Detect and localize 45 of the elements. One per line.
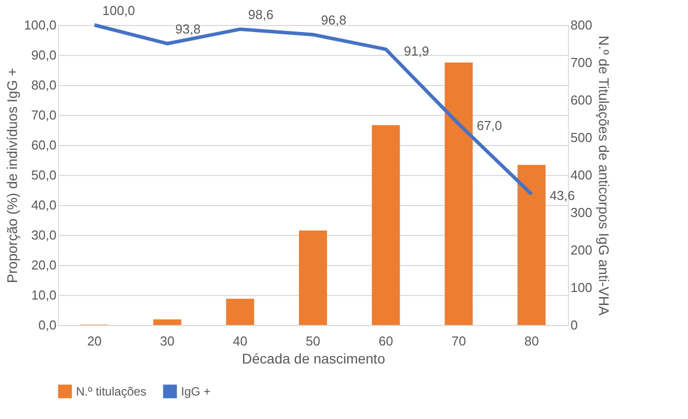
data-label: 91,9 <box>404 43 430 58</box>
y-tick-label: 20,0 <box>31 258 56 272</box>
y2-axis-title: N.º de Titulações de anticorpos IgG anti-VHA <box>596 36 612 316</box>
y-tick-label: 80,0 <box>31 78 56 92</box>
data-label: 67,0 <box>476 118 502 133</box>
x-tick-label: 30 <box>160 334 175 348</box>
x-axis-title: Década de nascimento <box>242 350 386 366</box>
bar <box>299 230 327 325</box>
x-tick-label: 80 <box>524 334 539 348</box>
y-tick-label: 40,0 <box>31 198 56 212</box>
y2-tick-label: 500 <box>570 130 592 145</box>
x-tick-label: 50 <box>306 334 320 348</box>
data-label: 96,8 <box>321 12 346 28</box>
data-label: 93,8 <box>175 22 201 37</box>
y-tick-label: 10,0 <box>31 288 56 302</box>
y-tick-label: 100,0 <box>24 18 56 32</box>
legend-label: IgG + <box>181 384 211 398</box>
bar <box>444 62 473 325</box>
data-label: 98,6 <box>248 7 274 22</box>
y-axis-title: Proporção (%) de indivíduos IgG + <box>4 68 20 284</box>
y-tick-label: 50,0 <box>31 168 56 182</box>
y2-tick-label: 600 <box>570 92 592 108</box>
x-tick-label: 20 <box>87 334 102 348</box>
y2-tick-label: 100 <box>570 280 592 295</box>
y-tick-label: 30,0 <box>31 228 56 242</box>
y-tick-label: 0,0 <box>38 318 56 332</box>
y2-tick-label: 300 <box>570 205 592 220</box>
y-tick-label: 60,0 <box>31 138 56 152</box>
bar <box>153 319 182 325</box>
y2-tick-label: 200 <box>570 242 592 258</box>
y-tick-label: 90,0 <box>31 48 56 62</box>
y2-tick-label: 0 <box>570 318 578 332</box>
y2-tick-label: 700 <box>570 55 592 70</box>
bar <box>518 164 546 325</box>
x-tick-label: 60 <box>378 334 394 348</box>
bar <box>372 125 400 325</box>
y2-tick-label: 400 <box>570 168 592 182</box>
bar <box>226 298 254 325</box>
legend-label: N.º titulações <box>76 384 146 398</box>
data-label: 43,6 <box>550 188 575 204</box>
data-label: 100,0 <box>102 3 135 18</box>
y2-tick-label: 800 <box>570 18 592 32</box>
y-tick-label: 70,0 <box>31 108 56 122</box>
x-tick-label: 70 <box>451 334 466 348</box>
x-tick-label: 40 <box>232 334 248 348</box>
